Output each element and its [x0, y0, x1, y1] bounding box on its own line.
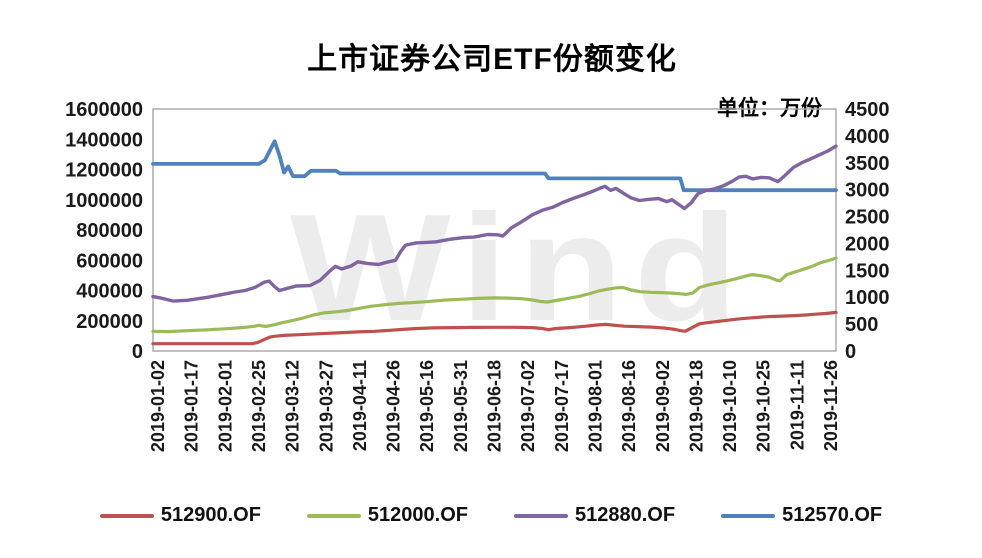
x-tick-label: 2019-03-12: [283, 360, 303, 452]
series-line-512000of: [151, 256, 838, 334]
legend-item-512880of: 512880.OF: [514, 504, 675, 527]
y-left-tick-label: 1000000: [65, 190, 143, 212]
x-tick-label: 2019-02-25: [249, 360, 269, 452]
y-left-tick-label: 600000: [76, 250, 143, 272]
y-left-tick-label: 400000: [76, 281, 143, 303]
x-tick-label: 2019-10-25: [754, 360, 774, 452]
x-tick-label: 2019-03-27: [316, 360, 336, 452]
legend-swatch-512570of: [721, 513, 776, 518]
y-left-tick-label: 200000: [76, 311, 143, 333]
y-left-tick-label: 1400000: [65, 129, 143, 151]
x-tick-label: 2019-11-11: [787, 360, 807, 450]
x-tick-label: 2019-07-02: [518, 360, 538, 452]
legend-label-512000of: 512000.OF: [367, 504, 468, 526]
chart-title: 上市证券公司ETF份额变化: [307, 43, 677, 76]
y-right-tick-label: 4000: [845, 126, 890, 148]
legend: 512900.OF 512000.OF 512880.OF 512570.OF: [0, 504, 982, 527]
x-tick-label: 2019-07-17: [552, 360, 572, 452]
legend-label-512570of: 512570.OF: [782, 504, 883, 526]
x-tick-label: 2019-09-18: [686, 360, 706, 452]
x-tick-label: 2019-02-01: [215, 360, 235, 452]
series-line-512900of: [151, 310, 838, 346]
x-tick-label: 2019-11-26: [821, 360, 841, 451]
y-right-tick-label: 1000: [845, 287, 890, 309]
y-right-tick-label: 2000: [845, 233, 890, 255]
x-tick-label: 2019-04-26: [384, 360, 404, 452]
legend-swatch-512000of: [306, 513, 361, 518]
x-tick-label: 2019-05-31: [451, 360, 471, 452]
x-tick-label: 2019-01-02: [148, 360, 168, 452]
legend-label-512880of: 512880.OF: [575, 504, 676, 526]
x-tick-label: 2019-04-11: [350, 360, 370, 451]
legend-item-512570of: 512570.OF: [721, 504, 882, 527]
series-line-512880of: [151, 144, 838, 303]
x-tick-label: 2019-10-10: [720, 360, 740, 452]
legend-swatch-512900of: [99, 513, 154, 518]
x-tick-label: 2019-08-16: [619, 360, 639, 452]
y-right-tick-label: 0: [845, 341, 856, 363]
y-right-tick-label: 2500: [845, 207, 890, 229]
legend-item-512900of: 512900.OF: [99, 504, 261, 527]
series-line-512570of: [151, 139, 838, 193]
x-tick-label: 2019-08-01: [585, 360, 605, 452]
x-tick-label: 2019-06-18: [485, 360, 505, 452]
plot-border: [152, 108, 837, 352]
y-right-tick-label: 500: [845, 314, 878, 336]
y-right-tick-label: 3500: [845, 153, 890, 175]
legend-label-512900of: 512900.OF: [160, 504, 261, 526]
y-left-tick-label: 1200000: [65, 160, 143, 182]
y-left-tick-label: 1600000: [65, 99, 143, 121]
y-right-tick-label: 3000: [845, 180, 890, 202]
x-tick-label: 2019-01-17: [182, 360, 202, 452]
y-left-tick-label: 800000: [76, 220, 143, 242]
x-tick-label: 2019-09-02: [653, 360, 673, 452]
x-tick-label: 2019-05-16: [417, 360, 437, 452]
y-right-tick-label: 4500: [845, 99, 890, 121]
y-left-tick-label: 0: [132, 341, 143, 363]
y-right-tick-label: 1500: [845, 260, 890, 282]
legend-item-512000of: 512000.OF: [306, 504, 468, 527]
legend-swatch-512880of: [514, 513, 568, 518]
